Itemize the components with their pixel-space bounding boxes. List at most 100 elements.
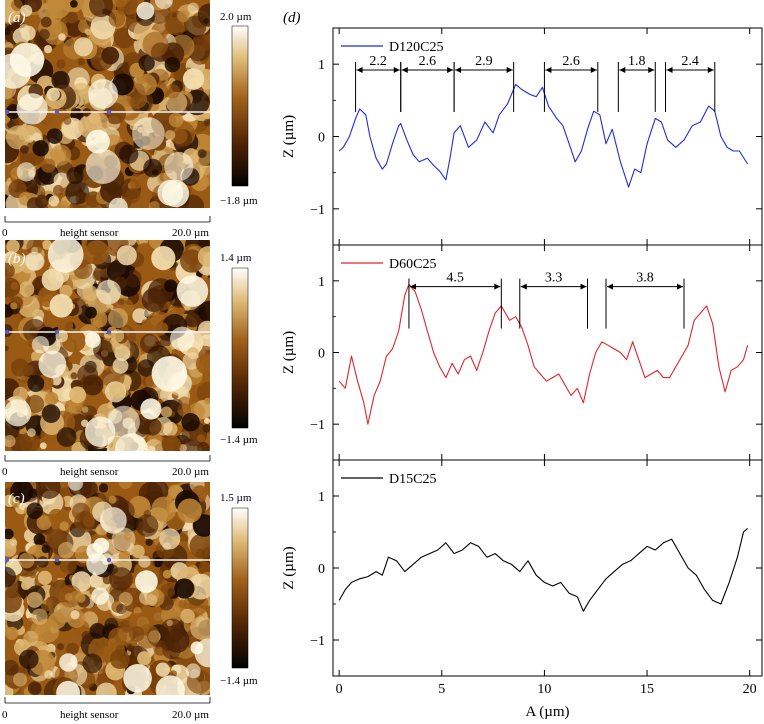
afm-grain: [112, 357, 129, 374]
arrow-head: [619, 66, 626, 73]
afm-grain: [164, 279, 178, 293]
annotation-label: 1.8: [628, 54, 646, 69]
afm-grain: [61, 328, 86, 353]
afm-grain: [33, 533, 46, 546]
afm-grain: [20, 4, 33, 17]
afm-grain: [177, 10, 190, 23]
annotation-label: 3.3: [545, 271, 563, 286]
afm-grain: [48, 195, 60, 207]
afm-grain: [108, 627, 127, 647]
colorbar-b-max: 1.4 µm: [220, 252, 252, 264]
afm-grain: [181, 413, 200, 432]
afm-grain: [148, 201, 160, 208]
series-line-D120C25: [338, 83, 749, 188]
annotation-label: 4.5: [446, 271, 464, 286]
afm-grain: [143, 417, 162, 436]
afm-bright-grain: [85, 129, 110, 154]
afm-bright-grain: [16, 93, 48, 125]
x-tick-label: 15: [640, 682, 654, 697]
afm-grain: [70, 82, 93, 105]
y-axis-label: Z (µm): [281, 115, 297, 158]
afm-bright-grain: [91, 587, 109, 605]
scalebar-a-end: 20.0 µm: [172, 227, 209, 239]
afm-grain: [142, 31, 169, 58]
period-annotation: 2.9: [453, 54, 515, 112]
afm-bright-grain: [107, 405, 140, 438]
y-tick-label: 1: [318, 490, 325, 505]
panel-label-d: (d): [283, 10, 301, 26]
afm-bright-grain: [154, 0, 173, 10]
afm-grain: [18, 281, 35, 297]
afm-grain: [109, 649, 130, 669]
afm-bright-grain: [123, 664, 152, 693]
afm-bright-grain: [136, 1, 155, 20]
afm-marker: [106, 329, 112, 335]
scalebar-a-caption: height sensor: [60, 227, 119, 239]
afm-grain: [138, 555, 151, 568]
period-annotation: 3.8: [605, 271, 685, 329]
afm-grain: [10, 482, 34, 504]
afm-bright-grain: [38, 350, 67, 379]
afm-grain: [41, 268, 64, 291]
afm-grain: [189, 533, 210, 559]
afm-grain: [125, 187, 141, 204]
afm-grain: [65, 180, 90, 205]
afm-grain: [164, 130, 176, 141]
afm-grain: [56, 427, 77, 447]
afm-grain: [81, 406, 89, 413]
afm-grain: [64, 593, 73, 601]
legend-label: D120C25: [389, 40, 443, 55]
afm-bright-grain: [68, 482, 84, 491]
x-tick-label: 20: [743, 682, 757, 697]
afm-marker: [106, 109, 112, 115]
afm-grain: [107, 308, 129, 329]
period-annotation: 1.8: [617, 54, 656, 112]
afm-bright-grain: [155, 675, 185, 695]
afm-grain: [73, 37, 93, 57]
afm-grain: [37, 482, 61, 499]
y-tick-label: 0: [318, 131, 325, 146]
x-tick-label: 0: [336, 682, 343, 697]
legend-label: D15C25: [389, 472, 436, 487]
afm-grain: [26, 197, 43, 208]
afm-grain: [198, 495, 206, 503]
afm-panel-c: [4, 482, 210, 695]
colorbar-b-min: −1.4 µm: [220, 434, 258, 446]
afm-grain: [71, 571, 92, 592]
afm-grain: [53, 172, 70, 189]
afm-bright-grain: [170, 326, 195, 351]
afm-grain: [179, 444, 187, 451]
afm-grain: [56, 59, 66, 69]
afm-grain: [98, 490, 111, 503]
y-tick-label: 1: [318, 275, 325, 290]
colorbar-c: [231, 507, 249, 669]
afm-grain: [43, 45, 53, 54]
afm-bright-grain: [56, 680, 80, 695]
colorbar-a-max: 2.0 µm: [220, 11, 252, 23]
scalebar-b: [4, 455, 211, 462]
afm-grain: [27, 428, 36, 437]
afm-grain: [147, 445, 156, 451]
annotation-label: 2.4: [681, 54, 699, 69]
y-tick-label: −1: [310, 203, 325, 218]
afm-grain: [66, 11, 78, 24]
afm-bright-grain: [164, 151, 194, 182]
arrow-head: [677, 283, 683, 290]
annotation-label: 2.6: [419, 54, 437, 69]
afm-grain: [44, 670, 53, 679]
afm-grain: [106, 260, 130, 283]
afm-bright-grain: [135, 570, 158, 593]
afm-grain: [108, 495, 117, 504]
afm-grain: [10, 302, 18, 310]
afm-grain: [13, 672, 27, 687]
afm-grain: [56, 643, 64, 651]
afm-grain: [5, 27, 11, 36]
afm-grain: [140, 244, 152, 256]
afm-grain: [41, 404, 61, 424]
afm-grain: [182, 68, 205, 90]
afm-grain: [177, 498, 202, 524]
afm-grain: [151, 246, 176, 271]
afm-grain: [96, 682, 117, 695]
afm-grain: [116, 603, 127, 615]
